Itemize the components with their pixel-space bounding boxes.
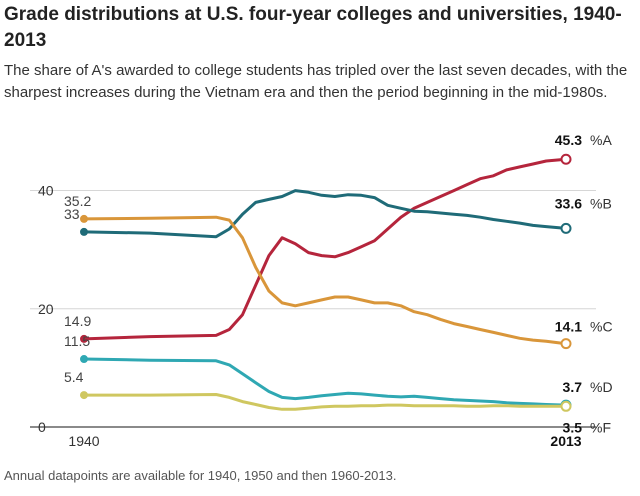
series-end-value-d: 3.7 xyxy=(563,379,583,395)
series-end-value-b: 33.6 xyxy=(555,195,582,211)
series-start-label-f: 5.4 xyxy=(64,369,84,385)
x-tick-label-1940: 1940 xyxy=(68,433,99,449)
series-end-value-c: 14.1 xyxy=(555,319,582,335)
series-name-label-f: %F xyxy=(590,419,611,435)
series-end-point-c xyxy=(560,338,572,350)
series-line-d xyxy=(82,357,568,407)
x-tick-label-2013: 2013 xyxy=(550,433,581,449)
series-end-point-b xyxy=(560,222,572,234)
series-line-c xyxy=(82,215,568,346)
y-tick-label-0: 0 xyxy=(38,419,46,435)
series-end-value-a: 45.3 xyxy=(555,132,582,148)
series-line-b xyxy=(82,189,568,239)
series-name-label-c: %C xyxy=(590,319,613,335)
footnote: Annual datapoints are available for 1940… xyxy=(4,468,397,483)
series-line-a xyxy=(82,157,568,341)
chart-subtitle: The share of A's awarded to college stud… xyxy=(4,62,628,101)
gridlines xyxy=(30,190,596,428)
series-start-point-c xyxy=(80,214,88,223)
chart-title: Grade distributions at U.S. four-year co… xyxy=(4,4,622,51)
series-start-point-a xyxy=(80,334,88,343)
series-line-f xyxy=(82,393,568,411)
series-end-point-a xyxy=(560,153,572,165)
series-lines xyxy=(80,153,572,412)
series-end-value-f: 3.5 xyxy=(563,419,583,435)
series-name-label-a: %A xyxy=(590,132,612,148)
series-end-point-f xyxy=(560,400,572,412)
series-name-label-b: %B xyxy=(590,195,612,211)
series-start-label-a: 14.9 xyxy=(64,313,91,329)
x-axis-ticks: 1940 2013 xyxy=(68,433,581,449)
series-start-label-c: 35.2 xyxy=(64,193,91,209)
y-tick-label-20: 20 xyxy=(38,301,54,317)
series-start-point-d xyxy=(80,355,88,364)
series-name-label-d: %D xyxy=(590,379,613,395)
series-start-point-f xyxy=(80,391,88,400)
series-labels: 14.9 45.3 %A 33 33.6 %B 35.2 14.1 %C 11.5 3.7 %D 5.4… xyxy=(64,132,613,435)
y-tick-label-40: 40 xyxy=(38,183,54,199)
series-start-label-d: 11.5 xyxy=(64,333,90,349)
y-axis-ticks: 0 20 40 xyxy=(38,183,54,435)
series-start-label-b: 33 xyxy=(64,206,80,222)
series-start-point-b xyxy=(80,227,88,236)
